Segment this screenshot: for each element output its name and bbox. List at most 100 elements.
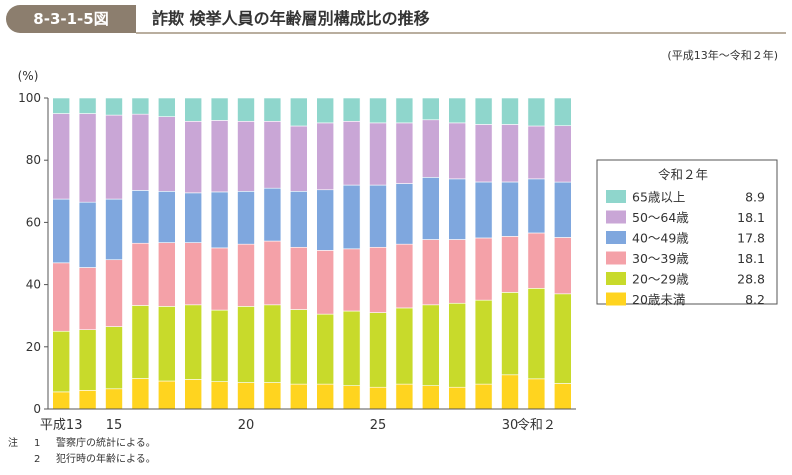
legend-swatch <box>606 251 626 265</box>
bar-segment <box>158 191 176 243</box>
bar-segment <box>369 97 387 124</box>
bar-segment <box>78 97 97 114</box>
y-tick-label: 60 <box>26 215 41 229</box>
y-tick-label: 100 <box>18 91 41 105</box>
bar-segment <box>263 187 282 242</box>
bar-segment <box>289 246 308 310</box>
period-label: (平成13年〜令和２年) <box>667 49 778 62</box>
legend-series-value: 28.8 <box>737 272 765 287</box>
bar-segment <box>131 242 150 306</box>
bar-segment <box>131 378 150 410</box>
bar-segment <box>501 374 519 410</box>
bar-segment <box>52 97 71 114</box>
bar-segment <box>52 262 71 332</box>
figure-header: 8-3-1-5図 詐欺 検挙人員の年齢層別構成比の推移 <box>0 0 792 36</box>
bar-segment <box>369 312 387 388</box>
bar-segment <box>369 184 387 248</box>
bar-segment <box>421 177 440 240</box>
bar-segment <box>316 250 335 315</box>
bar-segment <box>395 97 414 124</box>
note-number: 2 <box>34 454 41 465</box>
bar-segment <box>553 125 572 183</box>
bar-segment <box>237 382 255 410</box>
bar-segment <box>78 329 97 391</box>
bar-segment <box>553 293 572 384</box>
y-axis-label: (%) <box>18 69 39 83</box>
bar-segment <box>421 119 440 178</box>
legend-swatch <box>606 190 626 203</box>
bar-segment <box>105 97 123 116</box>
bar-segment <box>210 191 229 249</box>
bar-segment <box>52 391 71 410</box>
bar-segment <box>210 309 229 382</box>
bar-segment <box>184 379 202 410</box>
bar-segment <box>289 97 308 127</box>
bar-segment <box>369 122 387 186</box>
legend-box <box>596 159 778 305</box>
bar-segment <box>342 248 361 312</box>
bar-segment <box>184 121 202 194</box>
bar-segment <box>369 246 387 313</box>
bar-segment <box>316 383 335 410</box>
bar-segment <box>158 97 176 117</box>
bar-segment <box>369 386 387 410</box>
bar-segment <box>527 288 546 380</box>
bar-segment <box>501 97 519 125</box>
legend-series-value: 8.2 <box>745 292 765 307</box>
bar-segment <box>237 191 255 245</box>
x-tick-label: 平成13 <box>40 418 83 433</box>
bar-segment <box>158 242 176 307</box>
bar-segment <box>316 189 335 251</box>
bar-segment <box>527 125 546 180</box>
bar-segment <box>316 122 335 191</box>
bar-segment <box>184 192 202 243</box>
note-number: 1 <box>34 438 41 449</box>
bar-segment <box>395 122 414 184</box>
bar-segment <box>184 242 202 306</box>
bar-segment <box>448 239 467 304</box>
bar-segment <box>448 97 467 124</box>
bar-segment <box>421 385 440 410</box>
bar-segment <box>210 97 229 121</box>
bar-segment <box>237 243 255 307</box>
bar-segment <box>105 114 123 200</box>
bar-segment <box>105 388 123 410</box>
legend-series-name: 20歳未満 <box>632 292 685 307</box>
bar-segment <box>342 184 361 250</box>
bar-segment <box>131 113 150 191</box>
notes: 注 1 警察庁の統計による。 2 犯行時の年齢による。 <box>8 436 156 468</box>
legend-series-value: 8.9 <box>745 190 765 205</box>
bar-segment <box>263 382 282 410</box>
legend-swatch <box>606 292 626 306</box>
bar-segment <box>527 378 546 410</box>
bar-segment <box>289 125 308 192</box>
x-tick-label: 令和２ <box>517 418 556 433</box>
bar-segment <box>131 190 150 244</box>
note-text: 犯行時の年齢による。 <box>56 454 156 465</box>
bar-segment <box>553 97 572 127</box>
note-row-1: 注 1 警察庁の統計による。 <box>8 436 156 452</box>
bar-segment <box>158 380 176 410</box>
bar-segment <box>448 122 467 180</box>
legend-series-value: 18.1 <box>737 210 765 225</box>
bar-segment <box>474 181 493 239</box>
legend-swatch <box>606 231 626 244</box>
legend-swatch <box>606 210 626 224</box>
legend-series-value: 18.1 <box>737 251 765 266</box>
x-tick-label: 20 <box>238 418 255 433</box>
bar-segment <box>421 97 440 121</box>
y-tick-label: 80 <box>26 153 41 167</box>
bar-segment <box>448 302 467 388</box>
bar-segment <box>289 191 308 248</box>
bar-segment <box>395 383 414 410</box>
bar-segment <box>342 385 361 410</box>
bar-segment <box>553 237 572 295</box>
legend-series-value: 17.8 <box>737 231 765 246</box>
bar-segment <box>527 97 546 127</box>
bar-segment <box>78 267 97 331</box>
bar-segment <box>421 304 440 386</box>
bar-segment <box>501 181 519 237</box>
bar-segment <box>289 309 308 385</box>
bar-segment <box>474 124 493 183</box>
bar-segment <box>474 97 493 125</box>
